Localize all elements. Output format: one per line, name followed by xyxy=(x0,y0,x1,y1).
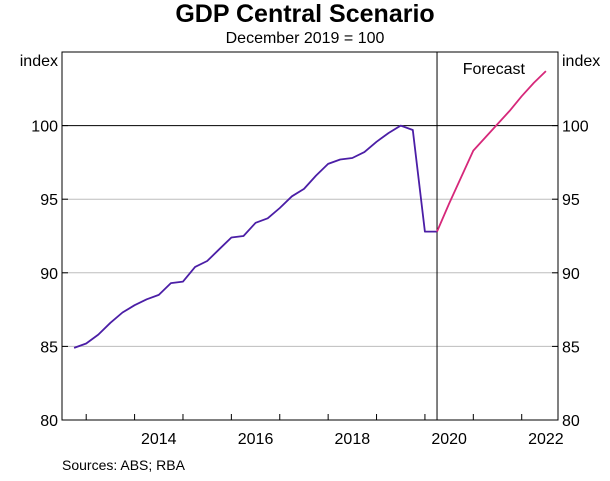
y-tick-label-left: 90 xyxy=(40,266,58,283)
chart-title: GDP Central Scenario xyxy=(175,0,434,28)
y-tick-label-right: 90 xyxy=(562,266,580,283)
y-tick-label-right: 85 xyxy=(562,339,580,356)
y-tick-label-left: 100 xyxy=(31,119,58,136)
y-tick-label-right: 95 xyxy=(562,192,580,209)
y-axis-label-left: index xyxy=(20,53,58,70)
x-tick-label-2018: 2018 xyxy=(335,431,371,448)
series-line-forecast xyxy=(436,70,547,232)
chart-subtitle: December 2019 = 100 xyxy=(226,30,385,47)
x-tick-label-2020: 2020 xyxy=(431,431,467,448)
x-tick-label-2014: 2014 xyxy=(141,431,177,448)
forecast-annotation: Forecast xyxy=(463,61,526,78)
gridlines xyxy=(62,198,558,347)
y-tick-label-right: 100 xyxy=(562,119,589,136)
plot-frame xyxy=(61,51,559,421)
y-tick-label-left: 80 xyxy=(40,413,58,430)
series-line-actual xyxy=(73,124,437,349)
axis-ticks: 80 80 85 85 90 90 95 95 100 100 2014 2016 2018 2020 20… xyxy=(31,119,589,448)
y-tick-label-left: 95 xyxy=(40,192,58,209)
series-group xyxy=(73,70,547,349)
x-tick-label-2022: 2022 xyxy=(528,431,564,448)
x-tick-label-2016: 2016 xyxy=(238,431,274,448)
y-axis-label-right: index xyxy=(562,53,600,70)
source-note: Sources: ABS; RBA xyxy=(62,457,186,473)
y-tick-label-right: 80 xyxy=(562,413,580,430)
y-tick-label-left: 85 xyxy=(40,339,58,356)
